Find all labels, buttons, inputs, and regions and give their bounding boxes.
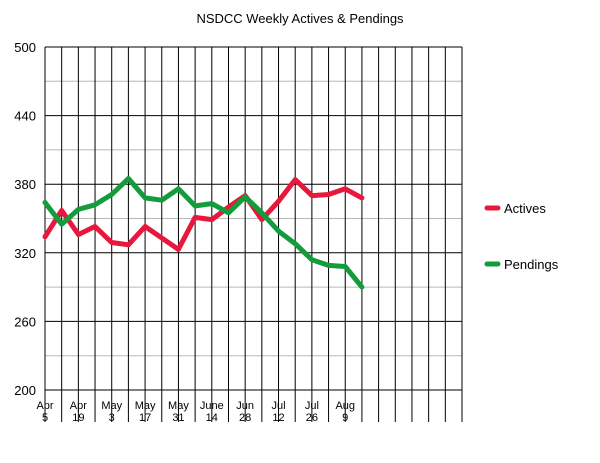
series-line-actives (42, 177, 365, 252)
x-tick-label: Apr 19 (70, 400, 87, 424)
series-line-pendings (42, 176, 365, 290)
series-lines (42, 176, 365, 290)
x-tick-label: May 3 (101, 400, 122, 424)
x-axis-ticks: Apr 5 Apr 19 May 3 May 17 May 31 June 14 Jun 28 Jul 12 J… (36, 400, 355, 424)
legend-label-actives: Actives (504, 201, 546, 216)
y-tick-label: 260 (14, 314, 36, 329)
chart-title: NSDCC Weekly Actives & Pendings (196, 11, 404, 26)
x-tick-label: May 31 (168, 400, 189, 424)
y-tick-label: 500 (14, 40, 36, 55)
grid-lines (44, 46, 463, 422)
x-tick-label: May 17 (135, 400, 156, 424)
legend-label-pendings: Pendings (504, 257, 559, 272)
x-tick-label: Jul 26 (305, 400, 319, 424)
y-tick-label: 380 (14, 177, 36, 192)
x-tick-label: June 14 (200, 400, 224, 424)
x-tick-label: Aug 9 (335, 400, 355, 424)
y-tick-label: 200 (14, 383, 36, 398)
x-tick-label: Jul 12 (271, 400, 285, 424)
x-tick-label: Jun 28 (236, 400, 254, 424)
y-tick-label: 440 (14, 109, 36, 124)
y-axis-ticks: 500 440 380 320 260 200 (14, 40, 36, 398)
x-tick-label: Apr 5 (36, 400, 53, 424)
legend: Actives Pendings (484, 201, 559, 272)
y-tick-label: 320 (14, 246, 36, 261)
